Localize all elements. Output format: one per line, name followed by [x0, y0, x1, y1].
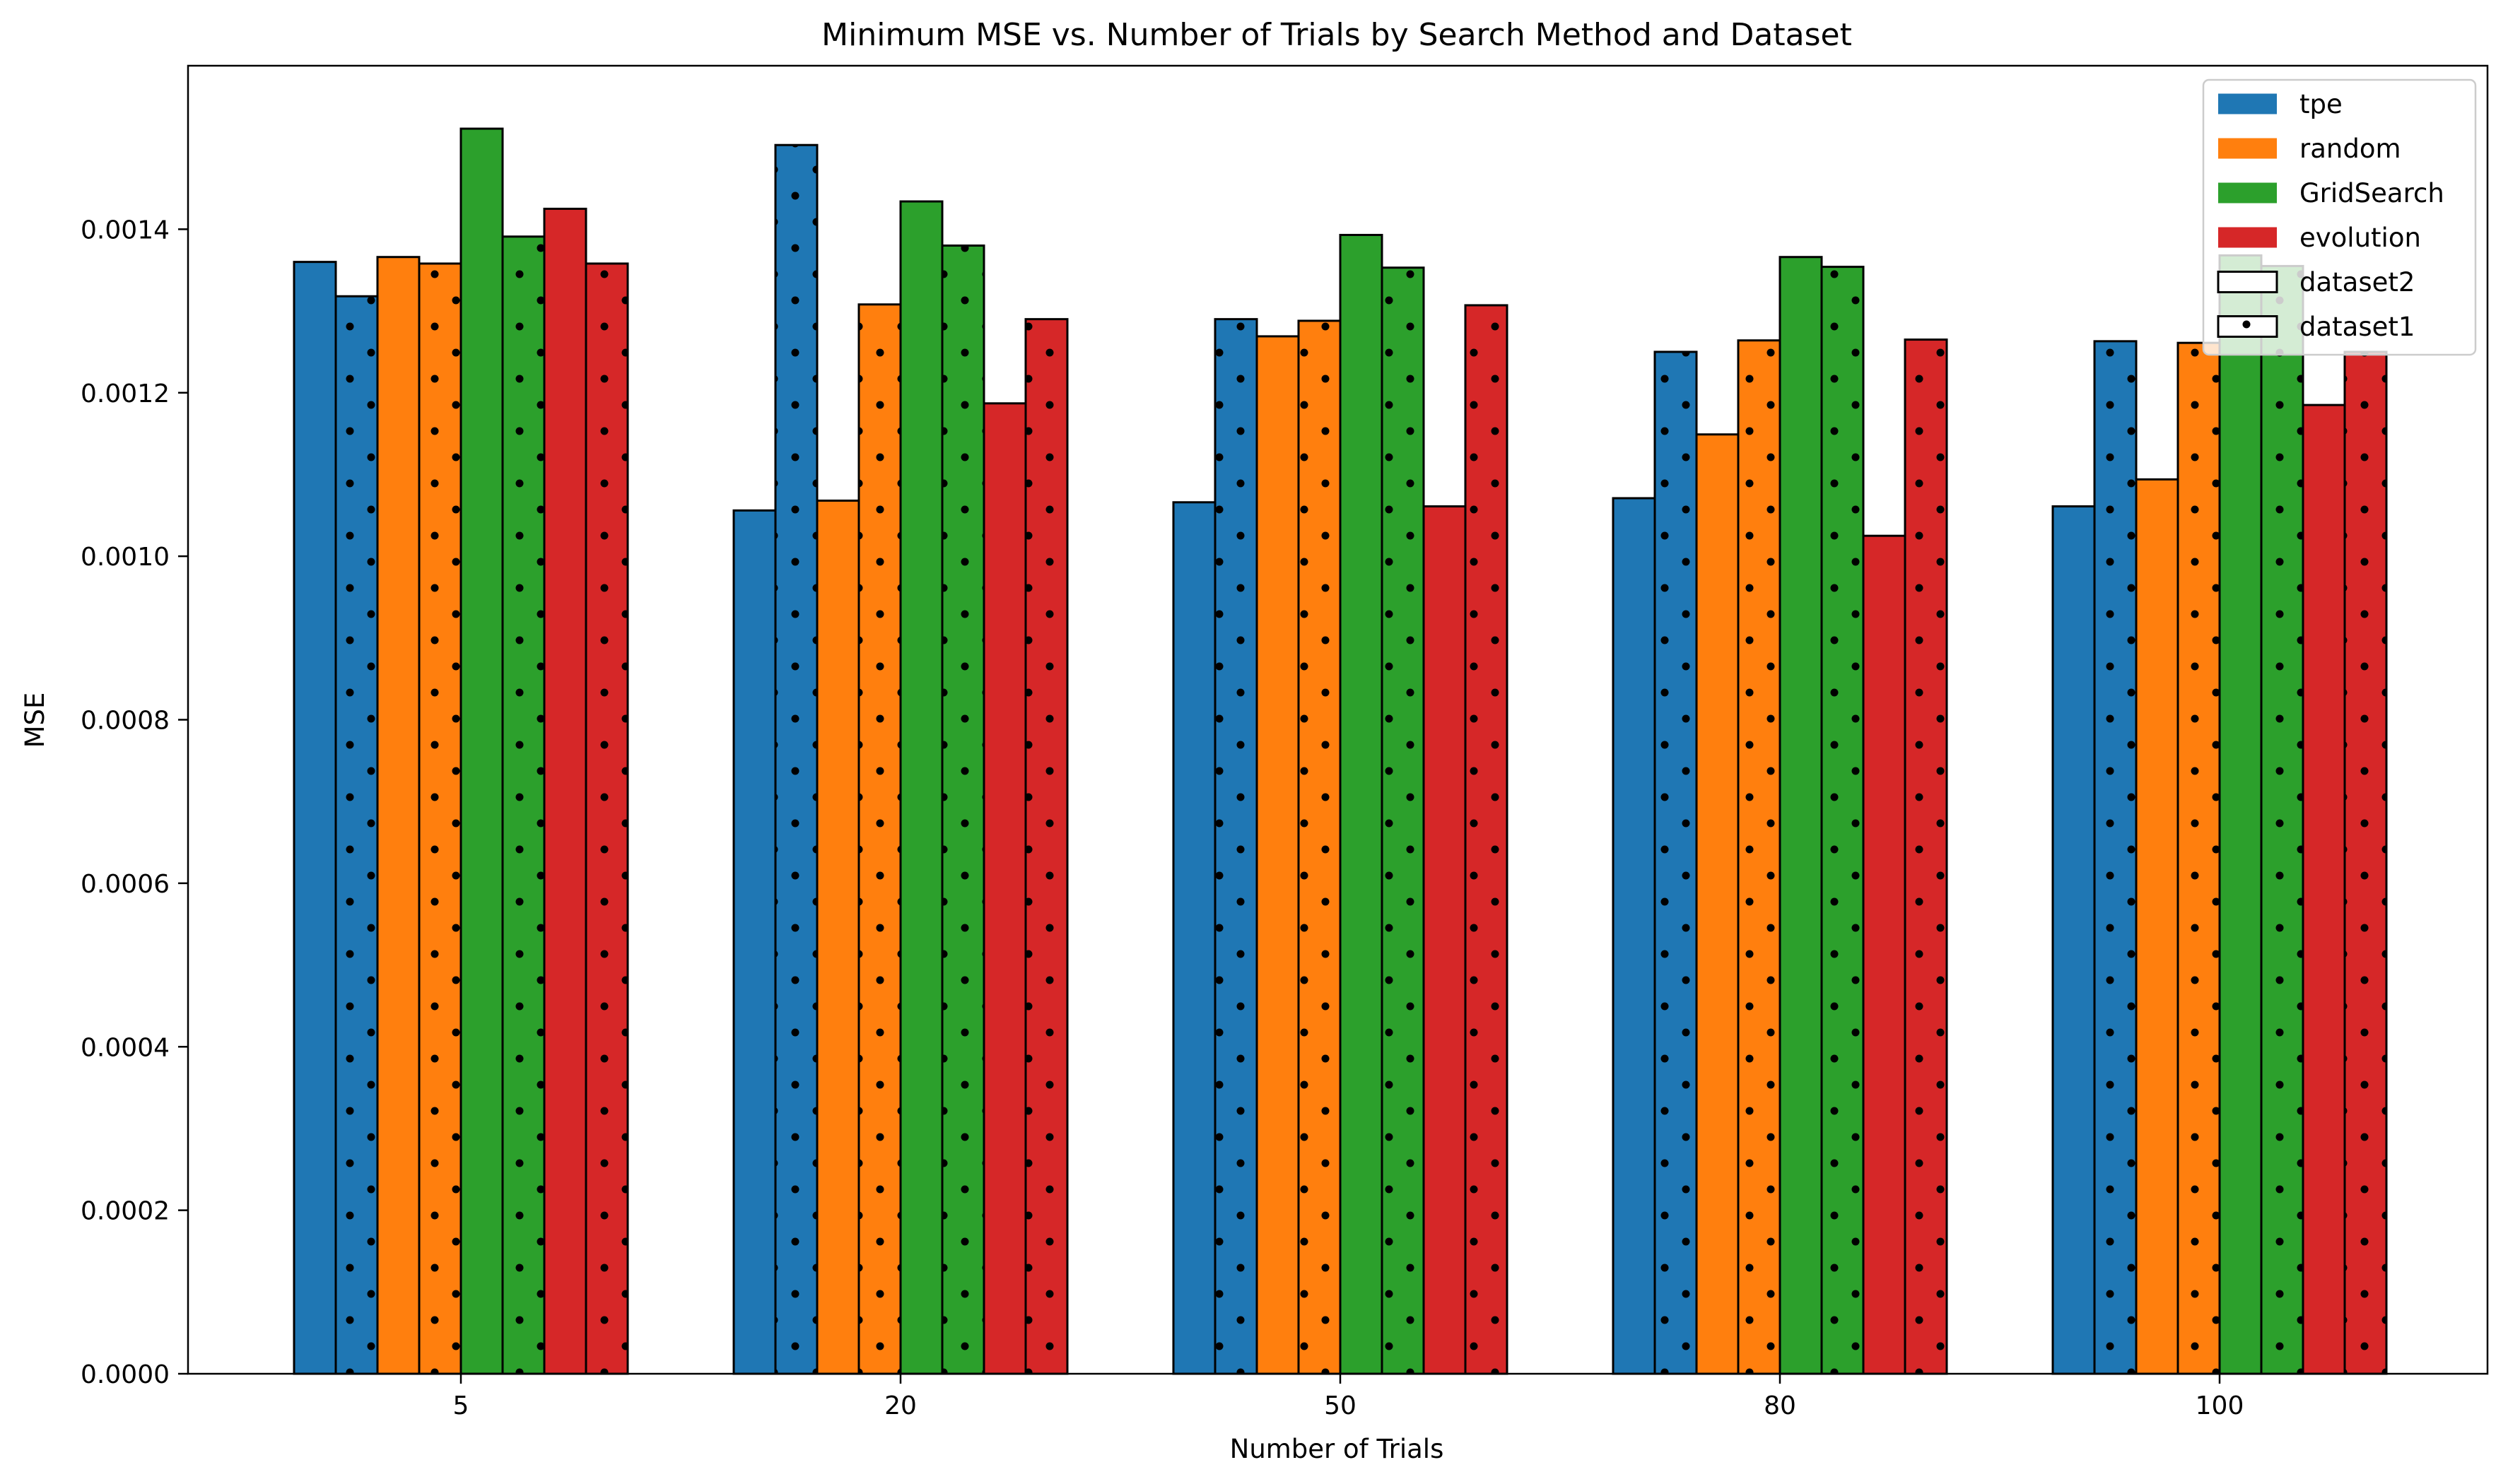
x-axis-label: Number of Trials	[1230, 1434, 1444, 1464]
bar-GridSearch-dataset2-100	[2218, 254, 2263, 1375]
bar-tpe-dataset1-5-hatch	[336, 296, 377, 1374]
bar-random-dataset2-50	[1255, 335, 1300, 1375]
x-tick-label: 80	[1764, 1391, 1796, 1420]
legend-label-GridSearch: GridSearch	[2299, 178, 2444, 208]
x-tick-label: 50	[1324, 1391, 1356, 1420]
bar-random-dataset2-5	[376, 256, 421, 1375]
bar-evolution-dataset2-100	[2302, 404, 2346, 1375]
bar-GridSearch-dataset2-5	[459, 127, 504, 1375]
bar-tpe-dataset2-100	[2051, 505, 2096, 1375]
bar-random-dataset1-20-hatch	[859, 304, 901, 1374]
y-tick-label: 0.0002	[81, 1197, 170, 1226]
bar-tpe-dataset1-20-hatch	[775, 145, 817, 1374]
bar-GridSearch-dataset1-80-hatch	[1822, 266, 1863, 1374]
bar-evolution-dataset2-80	[1862, 534, 1906, 1375]
bar-random-dataset2-20	[816, 499, 860, 1375]
y-tick-label: 0.0012	[81, 379, 170, 408]
x-axis: 5 20 50 80 100	[453, 1374, 2244, 1420]
bar-random-dataset2-100	[2135, 478, 2179, 1375]
bar-evolution-dataset2-50	[1422, 505, 1467, 1375]
bar-evolution-dataset1-50-hatch	[1465, 305, 1507, 1374]
legend-swatch-dot	[2242, 320, 2251, 329]
y-tick-label: 0.0014	[81, 216, 170, 245]
legend-swatch-random	[2218, 138, 2277, 159]
x-tick-label: 20	[884, 1391, 917, 1420]
bar-random-dataset1-80-hatch	[1738, 340, 1780, 1374]
bar-evolution-dataset2-20	[983, 402, 1027, 1375]
legend-label-tpe: tpe	[2299, 89, 2343, 119]
bar-tpe-dataset1-50-hatch	[1215, 319, 1257, 1374]
bar-tpe-dataset1-80-hatch	[1655, 351, 1697, 1374]
bars-layer	[293, 127, 2388, 1375]
legend-swatch-dataset2	[2217, 271, 2278, 293]
y-tick-label: 0.0004	[81, 1033, 170, 1062]
legend-swatch-evolution	[2218, 227, 2277, 248]
y-tick-label: 0.0006	[81, 870, 170, 899]
y-axis-label: MSE	[20, 693, 50, 748]
bar-random-dataset2-80	[1695, 433, 1740, 1375]
bar-GridSearch-dataset2-80	[1779, 256, 1823, 1375]
bar-GridSearch-dataset1-100-hatch	[2261, 266, 2303, 1374]
legend-label-random: random	[2299, 134, 2401, 164]
y-tick-label: 0.0010	[81, 543, 170, 572]
bar-tpe-dataset2-80	[1612, 497, 1656, 1375]
bar-GridSearch-dataset1-20-hatch	[942, 245, 984, 1374]
bar-evolution-dataset1-20-hatch	[1026, 319, 1067, 1374]
legend-swatch-GridSearch	[2218, 182, 2277, 204]
bar-GridSearch-dataset1-5-hatch	[503, 236, 544, 1374]
bar-tpe-dataset2-20	[732, 509, 777, 1375]
bar-GridSearch-dataset1-50-hatch	[1382, 267, 1424, 1374]
legend-swatch-tpe	[2218, 93, 2277, 114]
bar-random-dataset1-100-hatch	[2178, 343, 2220, 1374]
bar-random-dataset1-50-hatch	[1299, 320, 1340, 1374]
bar-GridSearch-dataset2-20	[899, 200, 944, 1375]
y-tick-label: 0.0008	[81, 707, 170, 736]
x-tick-label: 5	[453, 1391, 469, 1420]
chart-title: Minimum MSE vs. Number of Trials by Sear…	[821, 17, 1852, 53]
legend-label-dataset2: dataset2	[2299, 267, 2415, 298]
bar-tpe-dataset2-50	[1172, 501, 1217, 1375]
y-axis: 0.0000 0.0002 0.0004 0.0006 0.0008 0.0010 0.00…	[81, 216, 188, 1389]
x-tick-label: 100	[2196, 1391, 2244, 1420]
bar-evolution-dataset1-100-hatch	[2345, 351, 2386, 1374]
legend-label-dataset1: dataset1	[2299, 312, 2415, 342]
bar-evolution-dataset2-5	[543, 207, 587, 1375]
bar-tpe-dataset1-100-hatch	[2094, 341, 2136, 1374]
bar-evolution-dataset1-5-hatch	[586, 263, 628, 1374]
bar-evolution-dataset1-80-hatch	[1905, 339, 1947, 1374]
y-tick-label: 0.0000	[81, 1360, 170, 1389]
bar-GridSearch-dataset2-50	[1339, 233, 1383, 1375]
bar-tpe-dataset2-5	[293, 261, 337, 1375]
legend-label-evolution: evolution	[2299, 223, 2421, 253]
legend: tpe random GridSearch evolution dataset2 data…	[2202, 78, 2477, 356]
bar-random-dataset1-5-hatch	[419, 263, 461, 1374]
